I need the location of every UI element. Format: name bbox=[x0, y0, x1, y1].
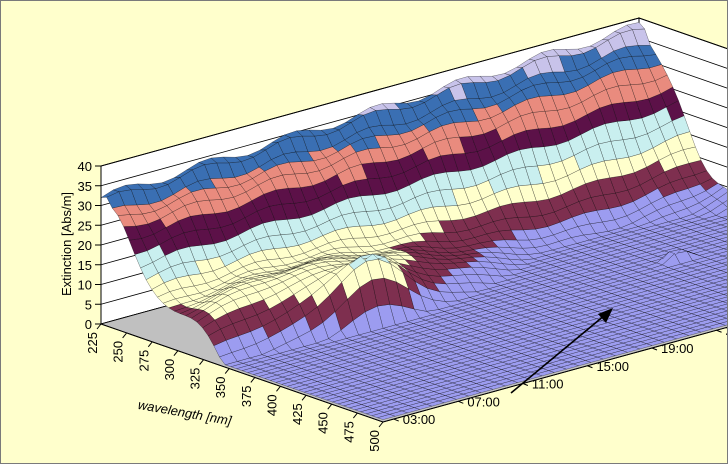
x-tick-label: 300 bbox=[162, 359, 177, 381]
x-tick-label: 475 bbox=[341, 421, 356, 443]
extinction-tick-labels: 0 5 10 15 20 25 30 35 40 bbox=[78, 159, 101, 332]
time-tick-label: 11:00 bbox=[532, 377, 564, 392]
x-tick-mark bbox=[250, 377, 256, 383]
time-tick-label: 03:00 bbox=[403, 412, 436, 427]
x-tick-label: 425 bbox=[290, 403, 305, 425]
x-tick-mark bbox=[122, 332, 128, 339]
x-tick-label: 250 bbox=[111, 341, 126, 363]
x-tick-label: 350 bbox=[213, 377, 228, 399]
x-tick-mark bbox=[301, 394, 307, 401]
time-tick-mark bbox=[458, 400, 464, 404]
x-tick-mark bbox=[199, 359, 204, 365]
y-tick-label: 15 bbox=[78, 258, 92, 273]
x-tick-mark bbox=[276, 386, 281, 392]
x-axis-line bbox=[100, 323, 384, 423]
gridline bbox=[100, 17, 728, 167]
x-tick-label: 325 bbox=[188, 368, 203, 390]
arrow-shaft bbox=[510, 314, 606, 394]
x-tick-mark bbox=[224, 368, 230, 374]
time-tick-mark bbox=[393, 418, 399, 422]
x-tick-mark bbox=[327, 403, 333, 410]
y-tick-label: 20 bbox=[78, 238, 92, 253]
time-tick-label: 19:00 bbox=[661, 341, 694, 356]
arrow-head bbox=[598, 308, 613, 323]
time-direction-arrow bbox=[510, 308, 613, 394]
x-tick-label: 400 bbox=[264, 394, 279, 416]
time-tick-mark bbox=[522, 383, 529, 386]
x-tick-label: 275 bbox=[136, 350, 151, 372]
y-tick-label: 35 bbox=[78, 179, 92, 194]
surface-plot bbox=[100, 22, 728, 420]
x-tick-label: 375 bbox=[239, 385, 254, 407]
time-tick-mark bbox=[587, 365, 593, 369]
time-tick-mark bbox=[716, 329, 722, 333]
y-tick-label: 25 bbox=[78, 218, 92, 233]
x-tick-label: 500 bbox=[367, 430, 382, 452]
time-tick-mark bbox=[651, 347, 658, 351]
y-tick-label: 0 bbox=[85, 317, 92, 332]
time-tick-label: 07:00 bbox=[467, 394, 500, 409]
x-tick-mark bbox=[96, 323, 102, 330]
x-tick-mark bbox=[173, 350, 179, 357]
time-tick-label: 15:00 bbox=[596, 359, 629, 374]
x-tick-label: 450 bbox=[316, 412, 331, 434]
y-tick-label: 10 bbox=[78, 278, 92, 293]
x-tick-label: 225 bbox=[85, 332, 100, 354]
wavelength-tick-labels: 225 250 275 300 325 350 375 400 425 450 475 500 bbox=[85, 323, 384, 452]
time-tick-labels: 03:0007:0011:0015:0019:0023:0003:0007:00… bbox=[393, 323, 728, 427]
time-tick-label: 23:00 bbox=[726, 323, 727, 338]
x-axis-title: wavelength [nm] bbox=[137, 397, 233, 428]
x-tick-mark bbox=[147, 341, 153, 348]
y-tick-label: 30 bbox=[78, 199, 92, 214]
surface-cell bbox=[100, 189, 120, 198]
x-tick-mark bbox=[378, 421, 384, 428]
y-axis-title: Extinction [Abs/m] bbox=[59, 192, 74, 296]
x-tick-mark bbox=[352, 412, 358, 419]
y-tick-label: 40 bbox=[78, 159, 92, 174]
y-tick-label: 5 bbox=[85, 297, 92, 312]
